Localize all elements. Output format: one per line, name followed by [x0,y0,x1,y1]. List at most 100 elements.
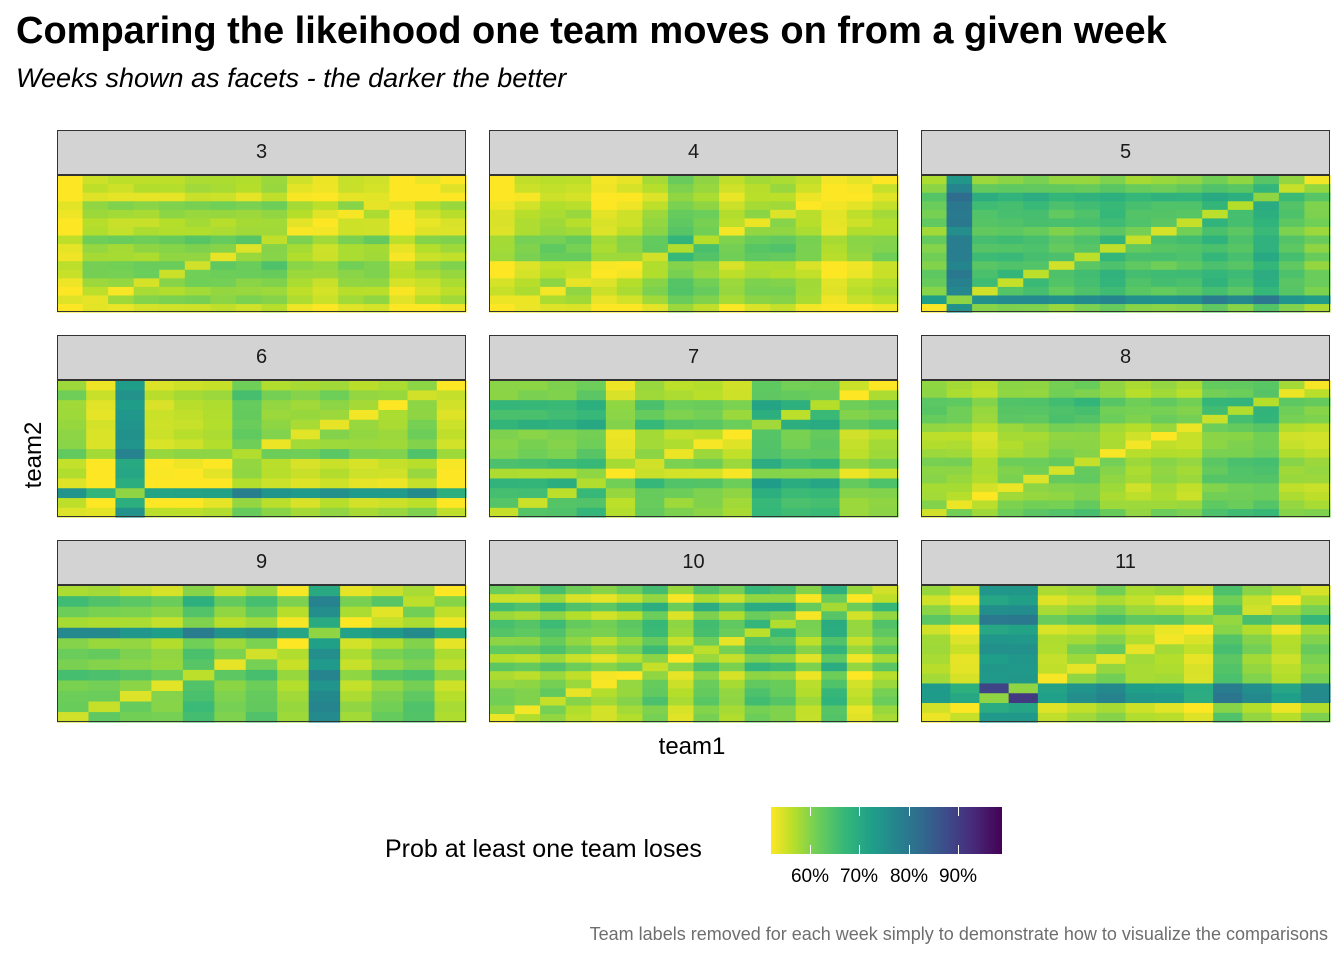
heatmap-cell [436,507,467,518]
heatmap-cell [751,448,782,459]
heatmap-cell [108,175,135,185]
heatmap-cell [57,409,87,420]
heatmap-cell [86,458,117,469]
heatmap-cell [1176,448,1203,458]
heatmap-cell [1099,499,1127,510]
heatmap-cell [821,260,848,270]
heatmap-cell [997,508,1024,518]
heatmap-cell [1176,380,1203,390]
heatmap-cell [1183,702,1214,713]
heatmap-cell [1242,624,1273,635]
heatmap-cell [664,399,695,410]
heatmap-cell-diagonal [693,438,724,450]
heatmap-cell [57,269,84,279]
heatmap-cell [1253,422,1280,432]
heatmap-cell [921,388,948,398]
heatmap-cell [1037,585,1068,596]
heatmap-cell [722,497,753,508]
heatmap-cell [261,192,288,202]
heatmap-cell [565,192,592,202]
heatmap-cell [979,653,1010,664]
heatmap-cell [1183,712,1214,723]
heatmap-cell [591,294,618,305]
heatmap-cell [151,616,184,628]
heatmap-cell [133,260,160,270]
heatmap-cell [1099,252,1127,262]
heatmap-cell [1048,192,1075,202]
heatmap-cell [203,507,233,518]
heatmap-cell [744,644,771,655]
heatmap-cell [349,448,379,459]
heatmap-cell [1242,702,1273,713]
heatmap-cell-diagonal [605,468,636,479]
heatmap-cell [414,286,442,296]
heatmap-cell [232,419,263,430]
heatmap-cell [1227,269,1254,279]
heatmap-cell [921,277,948,287]
heatmap-cell [1227,465,1254,475]
heatmap-cell [1183,682,1214,694]
heatmap-cell [693,243,720,253]
heatmap-cell [1048,286,1075,296]
heatmap-cell [319,497,350,508]
heatmap-cell [642,243,669,253]
heatmap-cell [1304,482,1331,492]
heatmap-cell [1099,226,1127,236]
heatmap-cell [312,252,339,262]
heatmap-cell [1253,200,1280,210]
heatmap-cell [338,217,365,227]
heatmap-cell [540,662,567,672]
heatmap-cell [514,593,541,603]
heatmap-cell [378,477,409,489]
heatmap-cell [184,234,211,245]
heatmap-cell [744,226,771,236]
heatmap-cell [1099,294,1127,305]
heatmap-cell [1099,303,1127,313]
heatmap-cell [719,593,746,603]
heatmap-cell [133,294,160,305]
heatmap-cell [1227,294,1254,305]
heatmap-cell [182,658,215,670]
heatmap-cell [565,243,592,253]
heatmap-cell [540,200,567,210]
heatmap-cell [950,653,981,664]
heatmap-cell [57,294,84,305]
heatmap-cell [88,690,121,702]
heatmap-cell [795,644,822,655]
heatmap-cell [719,303,746,313]
heatmap-cell [57,637,90,649]
heatmap-cell [407,477,438,489]
heatmap-cell [57,286,84,296]
heatmap-cell [1151,209,1178,219]
heatmap-cell [1304,397,1331,407]
heatmap-cell [108,192,135,202]
heatmap-cell [667,670,695,680]
heatmap-cell [1048,243,1075,253]
heatmap-cell [1096,604,1127,615]
heatmap-cell [605,477,636,489]
heatmap-cell [389,260,416,270]
heatmap-cell [719,260,746,270]
heatmap-cell [921,175,948,185]
heatmap-cell [1183,594,1214,606]
heatmap-cell [839,507,870,518]
heatmap-cell [349,380,379,391]
heatmap-cell [349,438,379,450]
heatmap-cell [946,286,973,296]
heatmap-cell [308,711,341,723]
heatmap-cell [1176,414,1203,424]
heatmap-cell [950,624,981,635]
heatmap-cell [133,234,160,245]
heatmap-cell [616,303,643,313]
heatmap-cell [389,234,416,245]
heatmap-cell [1202,380,1229,390]
heatmap-cell [839,468,870,479]
heatmap-cell [693,260,720,270]
heatmap-cell [119,711,152,723]
heatmap-cell [744,303,771,313]
heatmap-cell [946,448,973,458]
heatmap-cell [407,448,438,459]
heatmap-cell-diagonal [744,627,771,637]
heatmap-cell [1074,388,1101,398]
heatmap-cell [540,704,567,715]
